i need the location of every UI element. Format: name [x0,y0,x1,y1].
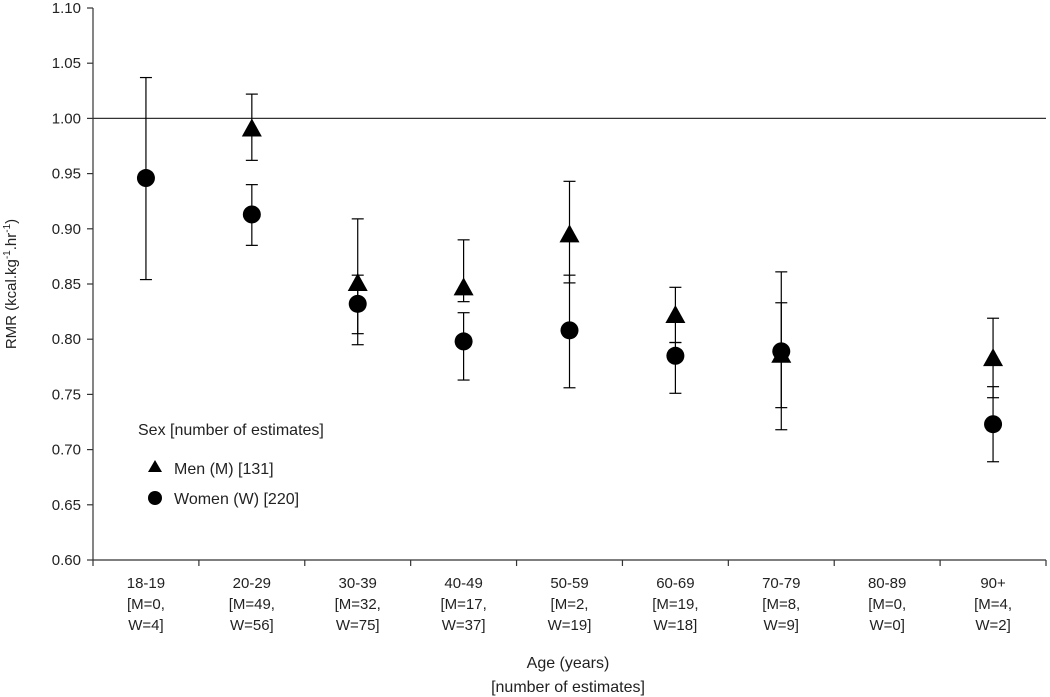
error-bars [139,76,1000,463]
y-ticks: 0.60 0.65 0.70 0.75 0.80 0.85 0.90 0.95 1.00 1.05… [52,0,93,569]
y-tick-label: 0.75 [52,386,81,403]
women-data-point [136,169,155,188]
x-tick-label: 60-69 [M=19, W=18] [652,575,698,634]
y-tick-label: 1.05 [52,55,81,72]
x-tick-label: 30-39 [M=32, W=75] [335,575,381,634]
legend-title: Sex [number of estimates] [138,422,324,439]
legend-triangle-marker [148,460,162,472]
x-tick-label: 18-19 [M=0, W=4] [127,575,165,634]
men-data-point [665,305,686,324]
y-tick-label: 0.80 [52,331,81,348]
women-data-point [772,342,791,361]
y-tick-label: 0.95 [52,166,81,183]
women-data-point [348,294,367,313]
men-data-point [347,273,368,291]
x-axis-label-line1: Age (years) [527,655,610,672]
x-tick-label: 20-29 [M=49, W=56] [229,575,275,634]
legend: Sex [number of estimates] Men (M) [131] … [138,422,324,508]
x-tick-label: 90+ [M=4, W=2] [974,575,1012,634]
women-data-point [666,346,685,365]
x-ticks: 18-19 [M=0, W=4] 20-29 [M=49, W=56] 30-39 [M=32… [92,560,1047,634]
y-tick-label: 0.65 [52,497,81,514]
men-data-point [983,348,1004,367]
women-data-point [560,321,579,340]
markers [136,118,1004,434]
y-tick-label: 1.10 [52,0,81,17]
y-tick-label: 0.85 [52,276,81,293]
women-data-point [242,205,261,224]
women-data-point [984,415,1003,434]
legend-women-label: Women (W) [220] [174,491,299,508]
x-axis-label-line2: [number of estimates] [491,679,645,696]
x-tick-label: 70-79 [M=8, W=9] [762,575,800,634]
y-axis-label: RMR (kcal.kg-1.hr-1) [2,219,20,349]
legend-men-label: Men (M) [131] [174,461,274,478]
legend-circle-marker [148,491,162,505]
y-tick-label: 0.60 [52,552,81,569]
men-data-point [559,224,580,243]
x-tick-label: 80-89 [M=0, W=0] [868,575,906,634]
y-tick-label: 0.70 [52,442,81,459]
women-data-point [454,332,473,351]
men-data-point [453,277,474,296]
x-tick-label: 50-59 [M=2, W=19] [548,575,592,634]
y-tick-label: 0.90 [52,221,81,238]
x-tick-label: 40-49 [M=17, W=37] [440,575,486,634]
y-tick-label: 1.00 [52,110,81,127]
men-data-point [241,118,262,137]
